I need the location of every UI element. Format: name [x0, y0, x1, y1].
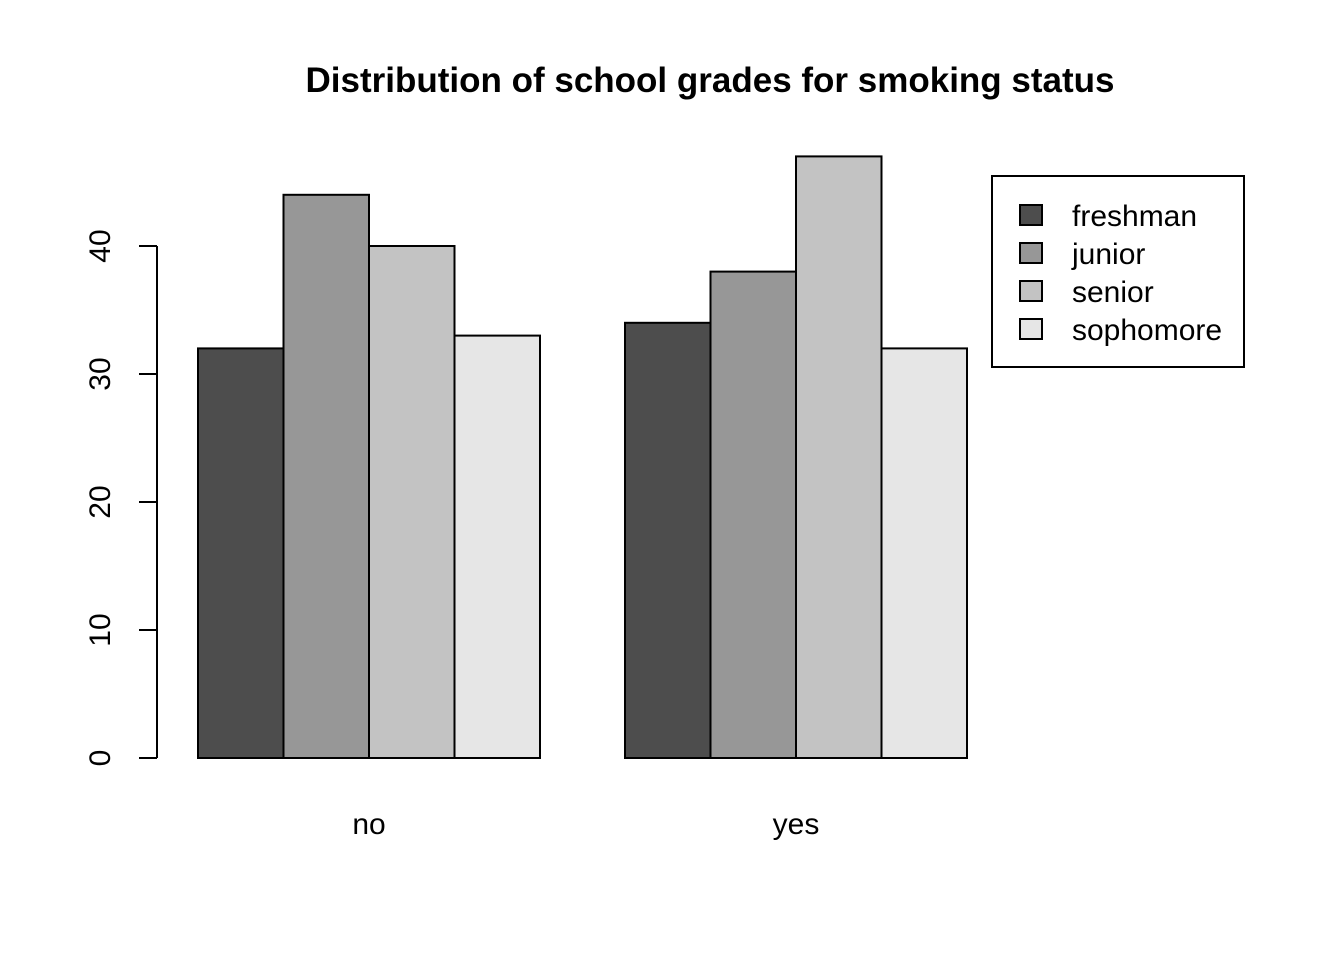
y-tick-label: 20 — [84, 485, 117, 518]
bar-no-junior — [282, 193, 370, 760]
bar-yes-sophomore — [880, 347, 968, 759]
legend-swatch-senior — [1019, 280, 1043, 302]
bar-yes-senior — [795, 155, 883, 759]
legend-swatch-freshman — [1019, 204, 1043, 226]
bar-no-sophomore — [453, 334, 541, 759]
legend: freshman junior senior sophomore — [991, 175, 1245, 368]
legend-swatch-junior — [1019, 242, 1043, 264]
y-tick-label: 40 — [84, 229, 117, 262]
x-category-label-yes: yes — [773, 808, 820, 841]
bar-yes-freshman — [624, 321, 712, 759]
y-tick-label: 10 — [84, 613, 117, 646]
legend-label-sophomore: sophomore — [1072, 314, 1222, 347]
legend-label-freshman: freshman — [1072, 200, 1197, 233]
chart-title: Distribution of school grades for smokin… — [306, 61, 1115, 100]
bar-no-freshman — [197, 347, 285, 759]
x-axis: no yes — [352, 808, 819, 841]
x-category-label-no: no — [352, 808, 385, 841]
bar-yes-junior — [709, 270, 797, 759]
y-tick-label: 30 — [84, 357, 117, 390]
legend-label-junior: junior — [1071, 238, 1145, 271]
y-tick-label: 0 — [84, 750, 117, 767]
legend-swatch-sophomore — [1019, 318, 1043, 340]
bar-no-senior — [368, 245, 456, 759]
y-axis: 0 10 20 30 40 — [84, 229, 158, 767]
bars-layer — [197, 155, 968, 760]
legend-label-senior: senior — [1072, 276, 1154, 309]
